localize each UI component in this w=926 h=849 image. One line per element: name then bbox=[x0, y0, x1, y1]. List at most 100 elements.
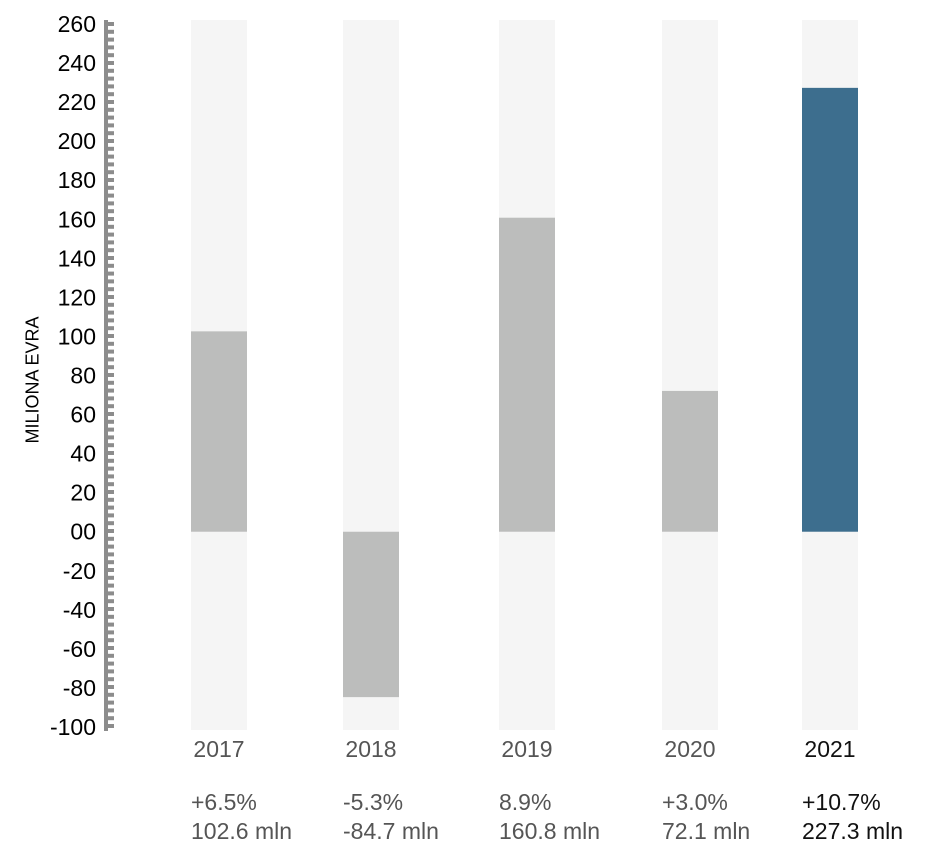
y-axis-minor-tick bbox=[108, 661, 114, 666]
y-axis-minor-tick bbox=[108, 154, 114, 159]
bar-2020 bbox=[662, 390, 718, 532]
change-label: +10.7% bbox=[802, 789, 881, 815]
y-axis-minor-tick bbox=[108, 552, 114, 557]
y-axis-minor-tick bbox=[108, 92, 114, 97]
y-axis-minor-tick bbox=[108, 669, 114, 674]
y-axis-minor-tick bbox=[108, 513, 114, 518]
value-label: 227.3 mln bbox=[802, 818, 904, 844]
y-axis-minor-tick bbox=[108, 318, 114, 323]
y-axis-minor-tick bbox=[108, 622, 114, 627]
y-axis-minor-tick bbox=[108, 201, 114, 206]
y-axis-minor-tick bbox=[108, 724, 114, 728]
y-tick-label: 160 bbox=[58, 206, 96, 232]
x-tick-label: 2018 bbox=[345, 736, 397, 762]
y-axis-minor-tick bbox=[108, 22, 114, 26]
value-label: 160.8 mln bbox=[499, 818, 601, 844]
y-axis-minor-tick bbox=[108, 614, 114, 619]
data-bars bbox=[191, 87, 858, 698]
y-axis-minor-tick bbox=[108, 716, 114, 721]
y-tick-label: 40 bbox=[70, 441, 96, 467]
y-axis-minor-tick bbox=[108, 380, 114, 385]
y-tick-label: 240 bbox=[58, 50, 96, 76]
y-tick-label: 00 bbox=[70, 519, 96, 545]
y-tick-label: -20 bbox=[63, 558, 96, 584]
y-axis-minor-tick bbox=[108, 521, 114, 526]
y-axis-line bbox=[104, 20, 108, 731]
change-label: +6.5% bbox=[191, 789, 257, 815]
y-axis-minor-tick bbox=[108, 373, 114, 377]
y-axis-minor-tick bbox=[108, 458, 114, 463]
y-tick-label: -60 bbox=[63, 636, 96, 662]
y-axis-minor-tick bbox=[108, 209, 114, 214]
y-axis-minor-tick bbox=[108, 497, 114, 502]
x-tick-label: 2020 bbox=[664, 736, 716, 762]
y-axis-minor-tick bbox=[108, 185, 114, 190]
y-axis-minor-tick bbox=[108, 279, 114, 284]
y-axis-minor-tick bbox=[108, 404, 114, 409]
y-axis-minor-tick bbox=[108, 451, 114, 455]
y-axis-minor-tick bbox=[108, 474, 114, 479]
y-axis-minor-tick bbox=[108, 700, 114, 705]
value-label: 102.6 mln bbox=[191, 818, 293, 844]
y-axis-minor-tick bbox=[108, 591, 114, 596]
y-axis-minor-tick bbox=[108, 295, 114, 299]
y-axis-minor-tick bbox=[108, 170, 114, 175]
change-label: -5.3% bbox=[343, 789, 404, 815]
y-axis-minor-tick bbox=[108, 68, 114, 73]
y-axis-minor-tick bbox=[108, 490, 114, 494]
y-axis-minor-tick bbox=[108, 302, 114, 307]
y-axis-minor-tick bbox=[108, 607, 114, 611]
change-label: +3.0% bbox=[662, 789, 728, 815]
y-axis-minor-tick bbox=[108, 107, 114, 112]
y-axis-minor-tick bbox=[108, 536, 114, 541]
y-tick-label: 80 bbox=[70, 363, 96, 389]
y-axis-minor-tick bbox=[108, 482, 114, 487]
y-tick-label: 60 bbox=[70, 402, 96, 428]
y-axis-minor-tick bbox=[108, 708, 114, 713]
y-axis-minor-tick bbox=[108, 162, 114, 167]
y-tick-label: 140 bbox=[58, 245, 96, 271]
y-tick-label: 220 bbox=[58, 89, 96, 115]
y-axis-minor-tick bbox=[108, 388, 114, 393]
y-axis-minor-tick bbox=[108, 76, 114, 81]
y-axis-minor-tick bbox=[108, 349, 114, 354]
background-column bbox=[662, 20, 718, 730]
y-axis-minor-tick bbox=[108, 357, 114, 362]
y-axis-minor-tick bbox=[108, 29, 114, 34]
value-label: 72.1 mln bbox=[662, 818, 751, 844]
y-axis-minor-tick bbox=[108, 287, 114, 292]
y-axis-minor-tick bbox=[108, 692, 114, 697]
y-axis-minor-tick bbox=[108, 115, 114, 120]
y-tick-label: 260 bbox=[58, 11, 96, 37]
y-axis-minor-tick bbox=[108, 45, 114, 50]
y-axis-minor-tick bbox=[108, 630, 114, 635]
y-axis-minor-tick bbox=[108, 365, 114, 370]
bar-2019 bbox=[499, 217, 555, 532]
y-axis-minor-tick bbox=[108, 575, 114, 580]
y-axis-minor-tick bbox=[108, 396, 114, 401]
y-axis-minor-tick bbox=[108, 466, 114, 471]
y-tick-label: 20 bbox=[70, 480, 96, 506]
y-axis-minor-tick bbox=[108, 341, 114, 346]
y-axis-minor-tick bbox=[108, 84, 114, 89]
y-axis-minor-tick bbox=[108, 217, 114, 221]
y-axis-minor-tick bbox=[108, 37, 114, 42]
y-axis-minor-tick bbox=[108, 139, 114, 143]
y-tick-label: 200 bbox=[58, 128, 96, 154]
y-axis-minor-tick bbox=[108, 435, 114, 440]
y-axis-minor-tick bbox=[108, 310, 114, 315]
y-axis-minor-tick bbox=[108, 505, 114, 510]
change-label: 8.9% bbox=[499, 789, 552, 815]
y-axis-minor-tick bbox=[108, 131, 114, 136]
y-axis-minor-tick bbox=[108, 224, 114, 229]
y-axis-minor-tick bbox=[108, 178, 114, 182]
y-tick-labels: 260 240 220 200 180 160 140 120 100 80 60 40 20 00 -20… bbox=[50, 11, 96, 740]
y-axis-minor-tick bbox=[108, 412, 114, 416]
y-axis-minor-tick bbox=[108, 256, 114, 260]
y-axis-minor-tick bbox=[108, 232, 114, 237]
y-axis-minor-tick bbox=[108, 677, 114, 682]
y-axis-label: MILIONA EVRA bbox=[22, 316, 43, 444]
y-axis-minor-tick bbox=[108, 529, 114, 533]
y-axis-minor-tick bbox=[108, 326, 114, 331]
